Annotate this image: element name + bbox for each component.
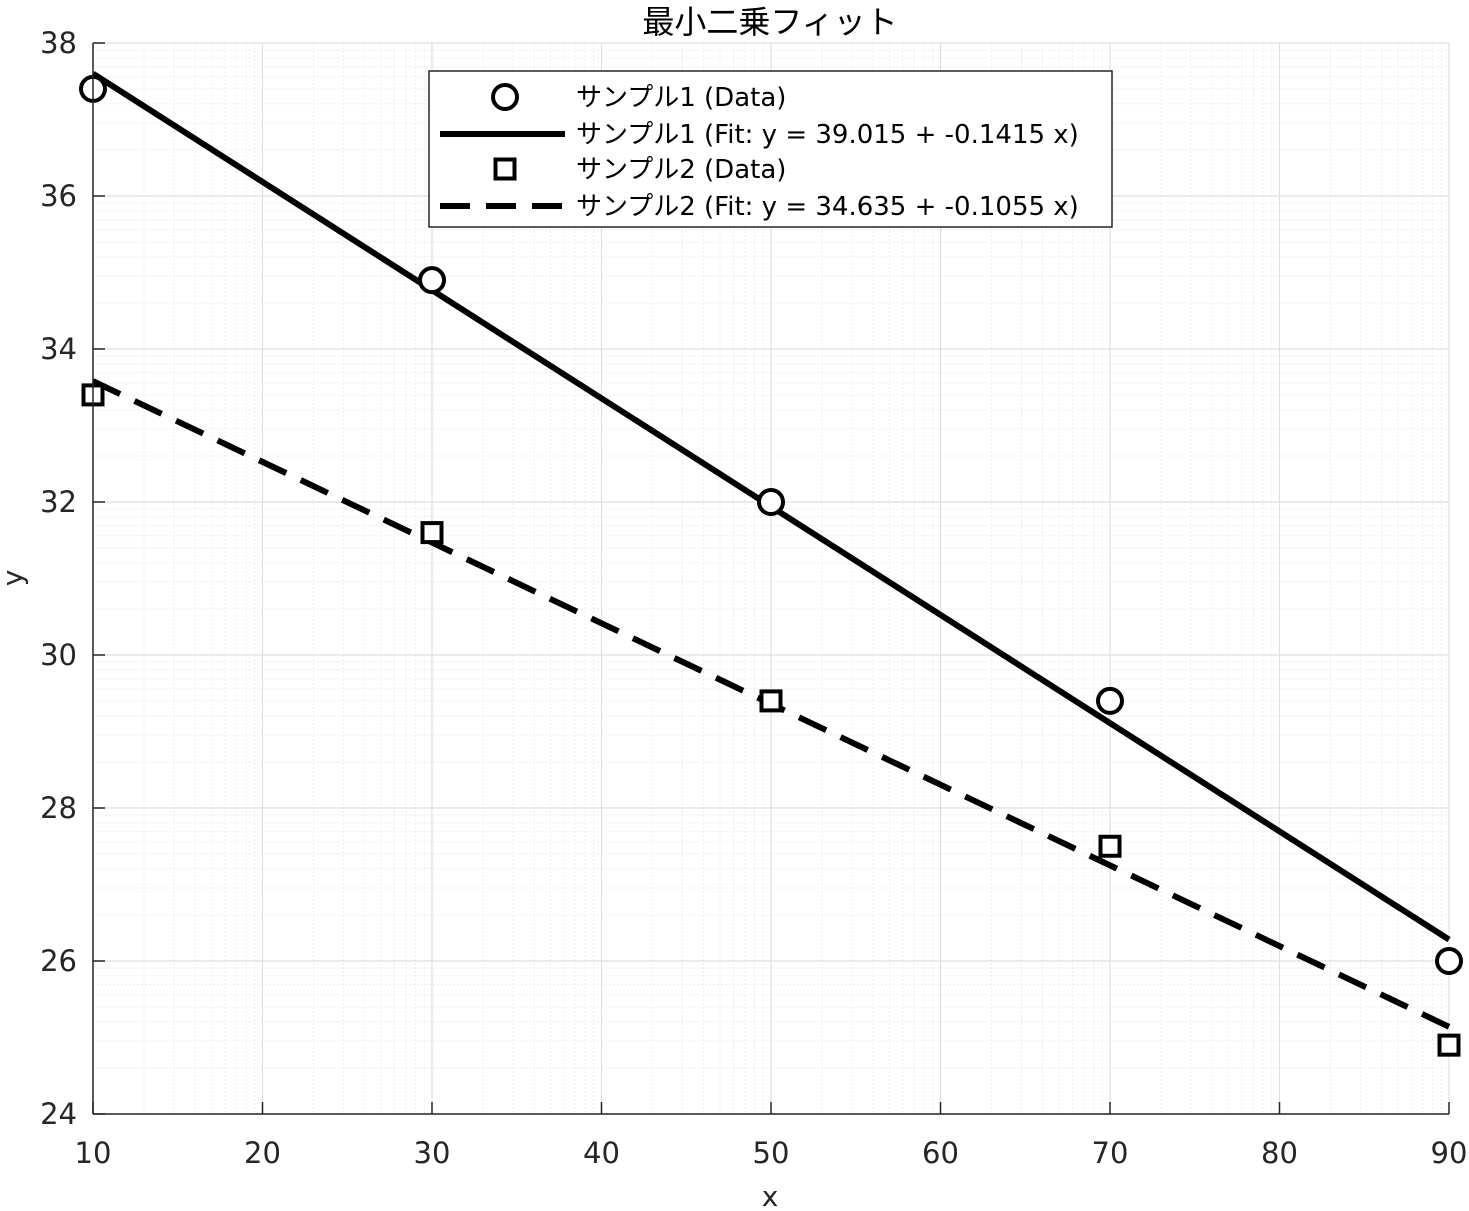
y-tick-label: 36 (40, 179, 77, 213)
data-point-circle (757, 488, 785, 516)
x-tick-label: 30 (414, 1136, 451, 1170)
data-point-square (1098, 834, 1122, 858)
x-axis-label: x (762, 1180, 779, 1211)
y-axis-label: y (0, 570, 29, 587)
x-tick-label: 50 (753, 1136, 790, 1170)
y-tick-label: 26 (40, 944, 77, 978)
legend-label: サンプル2 (Fit: y = 34.635 + -0.1055 x) (576, 192, 1079, 222)
legend-box (428, 70, 1113, 228)
y-tick-label: 38 (40, 26, 77, 60)
x-tick-label: 70 (1092, 1136, 1129, 1170)
data-point-square (420, 521, 444, 545)
x-tick-label: 80 (1261, 1136, 1298, 1170)
x-tick-label: 20 (244, 1136, 281, 1170)
tick-labels: 10 20 30 40 50 60 70 80 90 24 26 28 30 32 34 36 38 (40, 26, 1467, 1170)
legend-label: サンプル2 (Data) (576, 155, 786, 185)
legend-marker-circle (491, 83, 519, 111)
x-tick-label: 10 (75, 1136, 112, 1170)
legend-label: サンプル1 (Fit: y = 39.015 + -0.1415 x) (576, 120, 1079, 150)
y-tick-label: 30 (40, 638, 77, 672)
legend-label: サンプル1 (Data) (576, 83, 786, 113)
x-tick-label: 40 (583, 1136, 620, 1170)
data-point-circle (1435, 947, 1463, 975)
y-tick-label: 24 (40, 1097, 77, 1131)
y-tick-label: 28 (40, 791, 77, 825)
legend-marker-square (493, 157, 517, 181)
y-tick-label: 34 (40, 332, 77, 366)
series-layer (79, 71, 1463, 1057)
x-tick-label: 90 (1431, 1136, 1468, 1170)
axes-layer (92, 42, 1450, 1115)
y-tick-label: 32 (40, 485, 77, 519)
data-point-square (1437, 1033, 1461, 1057)
data-point-circle (418, 266, 446, 295)
data-point-square (759, 689, 783, 713)
data-point-circle (1096, 686, 1124, 715)
chart-title: 最小二乗フィット (642, 3, 897, 41)
legend: サンプル1 (Data) サンプル1 (Fit: y = 39.015 + -0.… (428, 70, 1113, 228)
x-tick-label: 60 (922, 1136, 959, 1170)
